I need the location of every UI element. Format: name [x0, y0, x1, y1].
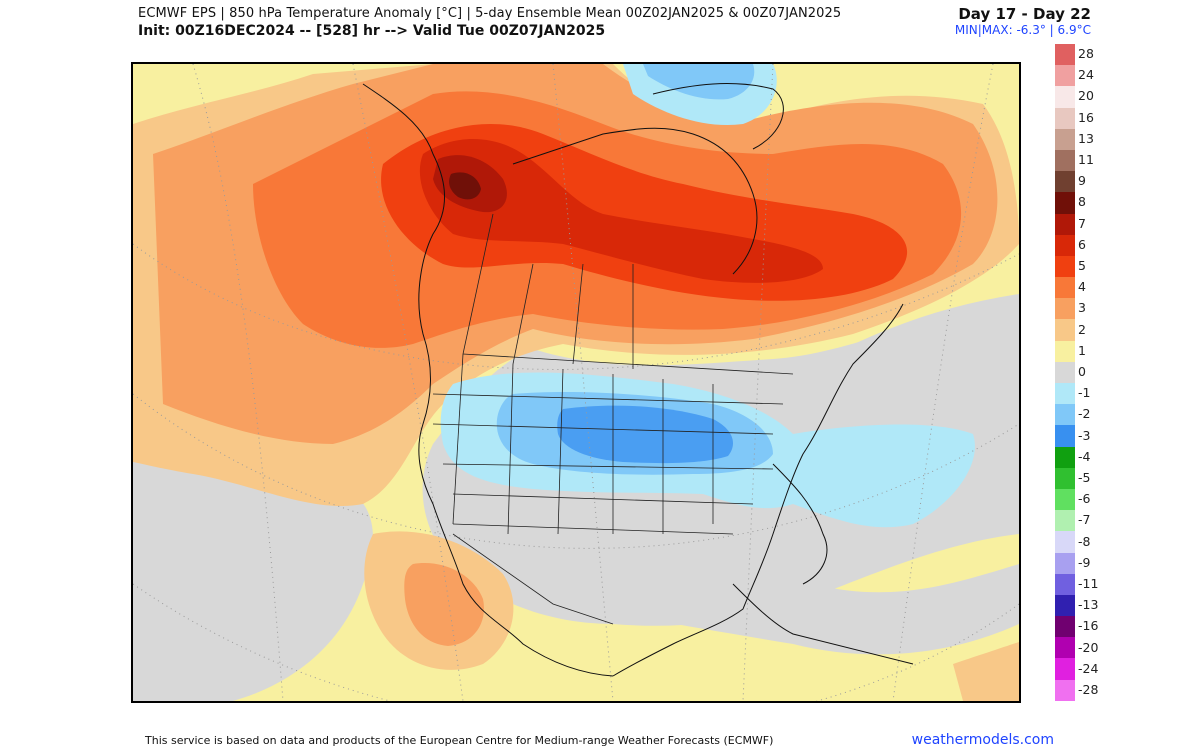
site-link[interactable]: weathermodels.com	[911, 732, 1054, 748]
legend-label: 1	[1078, 342, 1086, 358]
legend-swatch	[1055, 255, 1075, 278]
anomaly-contour-plus2-se	[953, 642, 1019, 701]
legend-label: 24	[1078, 67, 1094, 83]
legend-swatch	[1055, 65, 1075, 87]
anomaly-map	[131, 62, 1021, 703]
legend-swatch	[1055, 128, 1075, 150]
anomaly-contour-minus2-greenland	[643, 64, 755, 100]
day-range: Day 17 - Day 22	[958, 5, 1091, 23]
legend-label: 16	[1078, 109, 1094, 125]
legend-swatch	[1055, 149, 1075, 172]
legend-swatch	[1055, 467, 1075, 489]
legend-swatch	[1055, 594, 1075, 617]
legend-swatch	[1055, 425, 1075, 447]
init-valid-line: Init: 00Z16DEC2024 -- [528] hr --> Valid…	[138, 23, 606, 39]
anomaly-contour-minus3-us	[557, 405, 733, 464]
legend-swatch	[1055, 637, 1075, 659]
legend-swatch	[1055, 658, 1075, 680]
legend-label: 7	[1078, 215, 1086, 231]
color-legend	[1055, 44, 1075, 701]
legend-swatch	[1055, 552, 1075, 574]
legend-swatch	[1055, 531, 1075, 553]
neutral-atlantic	[785, 294, 1019, 441]
legend-label: 2	[1078, 321, 1086, 337]
legend-label: 0	[1078, 364, 1086, 379]
legend-swatch	[1055, 171, 1075, 193]
legend-label: -7	[1078, 512, 1091, 528]
legend-swatch	[1055, 573, 1075, 595]
legend-swatch	[1055, 213, 1075, 235]
legend-swatch	[1055, 404, 1075, 426]
legend-swatch	[1055, 234, 1075, 256]
legend-swatch	[1055, 361, 1075, 383]
legend-swatch	[1055, 679, 1075, 701]
legend-swatch	[1055, 383, 1075, 405]
anomaly-contour-plus6	[419, 139, 823, 283]
legend-label: -4	[1078, 448, 1091, 464]
legend-label: 28	[1078, 46, 1094, 61]
political-borders	[432, 213, 794, 625]
anomaly-contour-plus3-mexico	[404, 563, 484, 646]
legend-swatch	[1055, 107, 1075, 129]
legend-label: -16	[1078, 618, 1099, 634]
legend-label: -1	[1078, 385, 1091, 401]
legend-swatch	[1055, 319, 1075, 341]
min-max-readout: MIN|MAX: -6.3° | 6.9°C	[954, 23, 1091, 37]
legend-label: -13	[1078, 597, 1099, 613]
legend-label: 13	[1078, 130, 1094, 146]
legend-label: 5	[1078, 258, 1086, 273]
legend-swatch	[1055, 44, 1075, 66]
legend-swatch	[1055, 510, 1075, 532]
legend-label: -6	[1078, 491, 1091, 507]
legend-label: -24	[1078, 660, 1099, 676]
legend-label: -9	[1078, 554, 1091, 570]
legend-label: 4	[1078, 279, 1086, 295]
legend-label: -20	[1078, 639, 1099, 655]
legend-label: -5	[1078, 470, 1091, 485]
legend-swatch	[1055, 277, 1075, 299]
legend-label: 8	[1078, 194, 1086, 210]
legend-label: 9	[1078, 173, 1086, 189]
coastlines	[362, 83, 914, 677]
legend-label: 20	[1078, 88, 1094, 104]
legend-label: -2	[1078, 406, 1091, 422]
graticule	[133, 64, 1019, 701]
ecmwf-credit: This service is based on data and produc…	[145, 734, 774, 747]
legend-swatch	[1055, 340, 1075, 362]
legend-label: -8	[1078, 533, 1091, 549]
anomaly-contour-plus8	[449, 172, 481, 200]
legend-swatch	[1055, 298, 1075, 320]
legend-label: 11	[1078, 152, 1094, 167]
neutral-gulf	[603, 560, 1019, 655]
legend-swatch	[1055, 446, 1075, 468]
anomaly-map-svg	[133, 64, 1019, 701]
legend-label: -3	[1078, 427, 1091, 443]
legend-label: -28	[1078, 682, 1099, 697]
legend-swatch	[1055, 616, 1075, 638]
legend-label: 3	[1078, 300, 1086, 316]
chart-title: ECMWF EPS | 850 hPa Temperature Anomaly …	[138, 6, 842, 21]
legend-label: -11	[1078, 576, 1099, 591]
legend-swatch	[1055, 86, 1075, 108]
neutral-pacific-south	[133, 444, 373, 701]
legend-swatch	[1055, 488, 1075, 511]
legend-label: 6	[1078, 236, 1086, 252]
legend-swatch	[1055, 192, 1075, 214]
